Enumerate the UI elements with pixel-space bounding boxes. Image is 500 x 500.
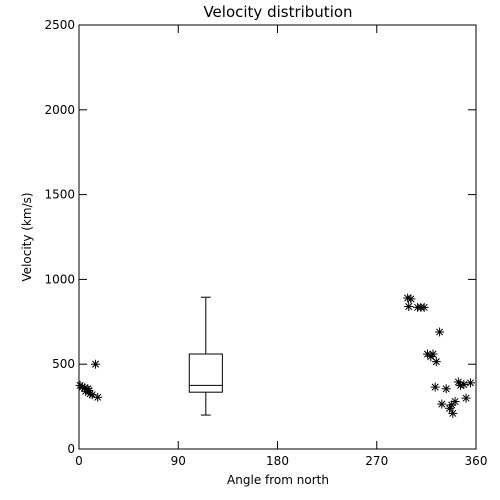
- data-point: [404, 302, 414, 312]
- data-point: [91, 359, 101, 369]
- y-tick-label: 2500: [44, 18, 75, 32]
- plot-frame: [78, 24, 477, 450]
- x-tick-label: 270: [365, 454, 388, 468]
- data-point: [437, 399, 447, 409]
- data-point: [406, 294, 416, 304]
- y-tick-label: 1000: [44, 272, 75, 286]
- data-point: [450, 397, 460, 407]
- scatter-points: [75, 293, 475, 418]
- data-point: [435, 327, 445, 337]
- y-tick-label: 500: [52, 357, 75, 371]
- data-point: [431, 357, 441, 367]
- x-tick-label: 180: [266, 454, 289, 468]
- y-tick-label: 1500: [44, 188, 75, 202]
- data-point: [93, 392, 103, 402]
- data-point: [459, 380, 469, 390]
- y-axis-title: Velocity (km/s): [20, 192, 34, 281]
- data-point: [430, 382, 440, 392]
- x-tick-label: 360: [465, 454, 488, 468]
- data-point: [461, 393, 471, 403]
- x-tick-label: 0: [75, 454, 83, 468]
- box-iqr: [188, 353, 223, 393]
- chart-title: Velocity distribution: [203, 3, 352, 21]
- data-point: [428, 349, 438, 359]
- boxplot: [188, 296, 223, 416]
- x-tick-label: 90: [171, 454, 186, 468]
- data-point: [419, 302, 429, 312]
- y-tick-label: 2000: [44, 103, 75, 117]
- axis-ticks: 0 90 180 270 360 0 500 1000 1500 2000 2500: [44, 18, 487, 468]
- data-point: [441, 384, 451, 394]
- x-axis-title: Angle from north: [227, 473, 329, 487]
- data-point: [87, 390, 97, 400]
- data-point: [465, 378, 475, 388]
- data-point: [448, 408, 458, 418]
- y-tick-label: 0: [67, 442, 75, 456]
